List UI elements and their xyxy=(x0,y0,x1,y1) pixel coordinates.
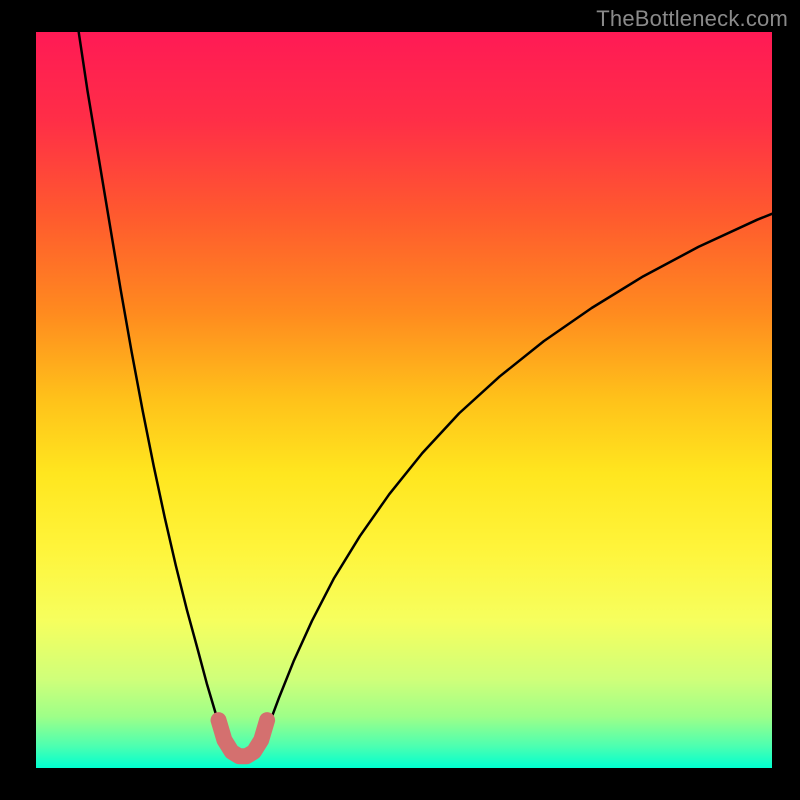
chart-svg xyxy=(0,0,800,800)
bottleneck-chart xyxy=(0,0,800,800)
watermark-text: TheBottleneck.com xyxy=(596,6,788,32)
